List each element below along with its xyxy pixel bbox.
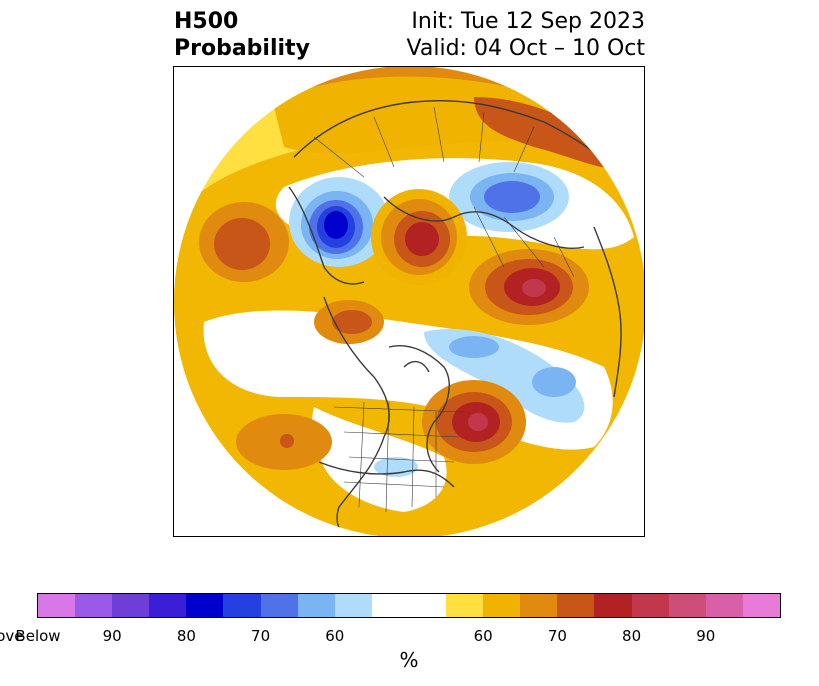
colorbar-swatch [297, 594, 335, 617]
colorbar-swatch [446, 594, 484, 617]
colorbar-swatch [705, 594, 743, 617]
title-left: H500 Probability [174, 8, 310, 62]
colorbar-swatch [557, 594, 595, 617]
colorbar-tick-label: 70 [251, 627, 271, 645]
colorbar-tick-label: 70 [547, 627, 567, 645]
colorbar-swatch [38, 594, 76, 617]
colorbar-swatch [186, 594, 224, 617]
below-65-arctic-b [532, 367, 576, 397]
above-85-c [468, 413, 488, 431]
colorbar-swatch [520, 594, 558, 617]
below-80-west [324, 211, 348, 239]
title-variable: H500 [174, 9, 239, 34]
above-75-e [280, 434, 294, 448]
colorbar-swatch [371, 594, 447, 617]
colorbar-swatch [668, 594, 706, 617]
below-70-east [484, 181, 540, 213]
init-date: Init: Tue 12 Sep 2023 [411, 9, 645, 34]
colorbar-swatch [260, 594, 298, 617]
colorbar-unit-label: % [399, 648, 419, 672]
colorbar-swatch [483, 594, 521, 617]
title-right: Init: Tue 12 Sep 2023 Valid: 04 Oct – 10… [407, 8, 645, 62]
colorbar-swatch [223, 594, 261, 617]
above-80-a [405, 222, 439, 256]
above-75-d [214, 218, 270, 270]
colorbar-swatch [631, 594, 669, 617]
valid-range: Valid: 04 Oct – 10 Oct [406, 36, 645, 61]
title-product: Probability [174, 36, 310, 61]
above-85-b [522, 279, 546, 297]
colorbar-swatch [334, 594, 372, 617]
colorbar-tick-label: Below [15, 627, 61, 645]
colorbar-swatch [112, 594, 150, 617]
colorbar-tick-label: Above [0, 627, 24, 645]
probability-map [174, 67, 644, 536]
colorbar-tick-label: 80 [176, 627, 196, 645]
country-borders [313, 106, 575, 513]
neutral-region-conus [312, 407, 447, 512]
colorbar-swatch [75, 594, 113, 617]
below-65-arctic-a [449, 336, 499, 358]
colorbar [37, 593, 781, 618]
colorbar-tick-label: 60 [325, 627, 345, 645]
colorbar-tick-label: 60 [473, 627, 493, 645]
map-panel [173, 66, 645, 537]
above-75-f [332, 310, 372, 334]
coastlines [288, 100, 625, 536]
colorbar-tick-label: 90 [696, 627, 716, 645]
colorbar-swatch [742, 594, 780, 617]
colorbar-swatch [594, 594, 632, 617]
colorbar-swatch [149, 594, 187, 617]
colorbar-tick-label: 90 [102, 627, 122, 645]
colorbar-tick-label: 80 [622, 627, 642, 645]
